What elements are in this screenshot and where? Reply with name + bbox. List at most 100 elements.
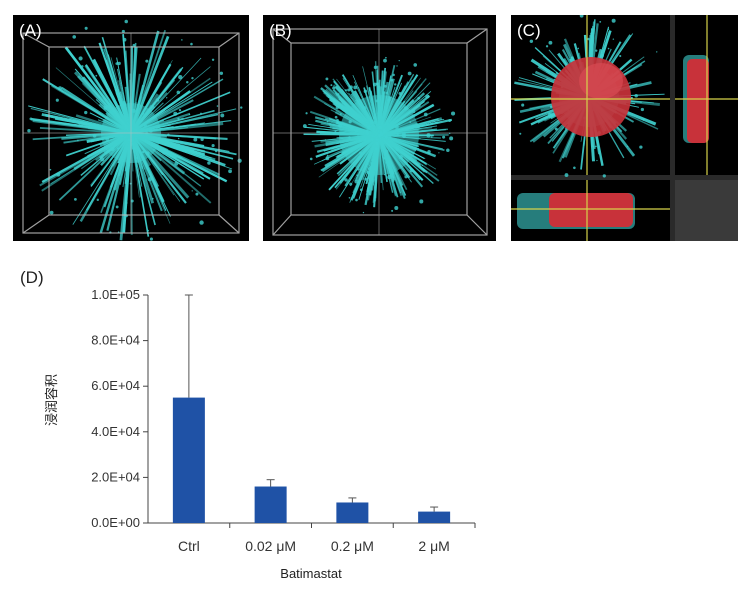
cell-dot <box>383 142 386 145</box>
cell-dot <box>334 115 338 119</box>
cell-dot <box>358 139 362 143</box>
cell-dot <box>147 229 149 232</box>
x-tick-label: Ctrl <box>178 538 200 554</box>
invasion-spike <box>378 77 421 136</box>
cell-dot <box>124 127 127 130</box>
cell-dot <box>115 62 119 65</box>
cell-dot <box>135 128 138 131</box>
cell-dot <box>177 137 180 140</box>
cell-dot <box>595 49 598 52</box>
cell-dot <box>387 98 391 102</box>
cell-dot <box>56 172 61 177</box>
cell-dot <box>607 47 610 50</box>
cell-dot <box>356 174 359 177</box>
invasion-spike <box>378 134 384 191</box>
cell-dot <box>115 205 119 209</box>
invasion-spike <box>130 131 228 183</box>
bar <box>254 486 287 523</box>
cell-dot <box>114 130 117 132</box>
y-axis-label: 浸润容积 <box>44 374 59 426</box>
cell-dot <box>149 237 153 241</box>
cell-dot <box>366 170 371 175</box>
cell-dot <box>626 145 629 148</box>
invasion-spike <box>378 134 407 196</box>
cell-dot <box>144 138 147 141</box>
cell-dot <box>142 150 145 154</box>
cell-dot <box>117 105 120 108</box>
cell-dot <box>430 136 433 138</box>
cell-dot <box>337 93 340 96</box>
cell-dot <box>332 86 336 90</box>
panel-c-label: (C) <box>517 21 541 40</box>
invasion-spike <box>116 57 132 134</box>
cell-dot <box>190 42 193 46</box>
cell-dot <box>173 111 178 116</box>
cell-dot <box>394 124 399 130</box>
cell-dot <box>554 127 558 131</box>
y-tick-label: 8.0E+04 <box>91 333 140 348</box>
cell-dot <box>349 85 353 89</box>
invasion-spike <box>83 45 132 134</box>
cell-dot <box>174 161 179 166</box>
cell-dot <box>579 15 584 18</box>
cell-dot <box>96 198 100 202</box>
invasion-spike <box>378 128 448 136</box>
cell-dot <box>362 106 367 111</box>
cell-dot <box>211 58 215 61</box>
x-axis-label: Batimastat <box>280 566 342 581</box>
invasion-spike <box>352 134 380 199</box>
cell-dot <box>384 135 389 139</box>
cell-dot <box>413 160 415 163</box>
invasion-spike <box>129 132 155 204</box>
cell-dot <box>305 112 308 115</box>
cell-dot <box>181 39 183 41</box>
cell-dot <box>417 96 421 100</box>
cell-dot <box>130 124 133 127</box>
cell-dot <box>155 98 160 102</box>
cell-dot <box>334 130 337 134</box>
cell-dot <box>368 166 372 171</box>
cell-dot <box>366 125 371 130</box>
cell-dot <box>612 38 615 40</box>
cell-dot <box>309 157 313 161</box>
cell-dot <box>350 126 355 131</box>
cell-dot <box>395 147 400 151</box>
cell-dot <box>167 133 170 137</box>
invasion-spike <box>130 78 224 134</box>
cell-dot <box>519 132 522 135</box>
cell-dot <box>392 73 395 77</box>
cell-dot <box>237 158 242 163</box>
cell-dot <box>365 121 369 124</box>
cell-dot <box>335 105 340 110</box>
invasion-spike <box>130 91 231 134</box>
cell-dot <box>370 125 372 127</box>
invasion-spike <box>64 46 133 134</box>
cell-dot <box>548 40 553 45</box>
cell-dot <box>595 145 597 148</box>
cell-dot <box>162 151 166 155</box>
cell-dot <box>426 133 431 138</box>
cell-dot <box>58 86 63 91</box>
y-tick-label: 4.0E+04 <box>91 424 140 439</box>
cell-dot <box>600 53 604 58</box>
cell-dot <box>642 118 645 121</box>
cell-dot <box>596 159 598 162</box>
cell-dot <box>363 138 367 142</box>
cell-dot <box>219 71 224 76</box>
cell-dot <box>398 92 402 96</box>
cell-dot <box>344 89 348 92</box>
cell-dot <box>324 139 327 141</box>
cell-dot <box>411 109 416 114</box>
invasion-spike <box>130 90 191 135</box>
cell-dot <box>131 108 136 113</box>
cell-dot <box>427 149 431 154</box>
invasion-spike <box>378 117 443 137</box>
cell-dot <box>348 120 352 124</box>
cell-dot <box>99 157 105 162</box>
cell-dot <box>394 83 397 86</box>
cell-dot <box>177 117 180 120</box>
cell-dot <box>127 133 129 135</box>
invasion-spike <box>356 99 380 136</box>
invasion-spike <box>378 134 406 176</box>
cell-dot <box>302 124 307 129</box>
